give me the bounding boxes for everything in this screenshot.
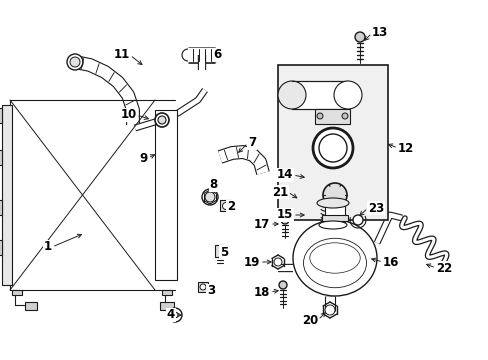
Text: 12: 12 (397, 141, 413, 154)
Ellipse shape (292, 220, 376, 296)
Text: 3: 3 (206, 284, 215, 297)
Bar (215, 245, 224, 257)
Text: 8: 8 (209, 179, 218, 192)
Text: 5: 5 (219, 246, 227, 258)
Circle shape (200, 284, 205, 290)
Circle shape (155, 113, 169, 127)
Text: 13: 13 (371, 27, 387, 40)
Circle shape (354, 32, 364, 42)
Text: 23: 23 (367, 202, 384, 215)
Circle shape (273, 258, 282, 266)
Text: 14: 14 (276, 168, 292, 181)
Ellipse shape (278, 81, 305, 109)
Text: 2: 2 (226, 201, 235, 213)
Circle shape (70, 57, 80, 67)
Circle shape (316, 113, 323, 119)
Bar (0, 200, 2, 215)
Bar (25, 302, 37, 310)
Text: 18: 18 (253, 285, 269, 298)
Text: 4: 4 (166, 309, 175, 321)
Bar (0, 108, 2, 123)
Bar (162, 290, 172, 295)
Circle shape (67, 54, 83, 70)
Ellipse shape (316, 198, 348, 208)
Circle shape (325, 187, 340, 203)
Text: 9: 9 (140, 152, 148, 165)
Bar (12, 290, 22, 295)
Bar (0, 240, 2, 255)
Bar (198, 282, 207, 292)
Text: 1: 1 (44, 240, 52, 253)
Ellipse shape (318, 221, 346, 229)
Circle shape (341, 113, 347, 119)
Bar (314, 109, 349, 124)
Circle shape (222, 202, 229, 210)
Text: 19: 19 (243, 256, 260, 269)
Text: 10: 10 (121, 108, 137, 122)
Bar (278, 65, 387, 220)
Circle shape (281, 216, 288, 224)
Text: 20: 20 (301, 314, 317, 327)
Bar (291, 81, 347, 109)
Circle shape (202, 189, 218, 205)
Ellipse shape (333, 81, 361, 109)
Text: 22: 22 (435, 261, 451, 274)
Circle shape (168, 308, 182, 322)
Text: 16: 16 (382, 256, 399, 269)
Text: 17: 17 (253, 217, 269, 230)
Text: 7: 7 (247, 136, 256, 149)
Circle shape (204, 192, 215, 202)
Text: 15: 15 (276, 208, 292, 221)
Bar (2, 105, 12, 285)
Bar (321, 215, 347, 221)
Circle shape (312, 128, 352, 168)
Circle shape (323, 183, 346, 207)
Bar (155, 110, 177, 280)
Text: 11: 11 (114, 49, 130, 62)
Text: 6: 6 (213, 49, 222, 62)
Bar (325, 200, 345, 222)
Circle shape (318, 134, 346, 162)
Circle shape (352, 215, 362, 225)
Circle shape (158, 116, 165, 124)
Bar (160, 302, 174, 310)
Circle shape (172, 312, 178, 318)
Bar (220, 200, 231, 211)
Circle shape (279, 281, 286, 289)
Text: 21: 21 (271, 185, 287, 198)
Circle shape (325, 305, 334, 315)
Bar (0, 150, 2, 165)
